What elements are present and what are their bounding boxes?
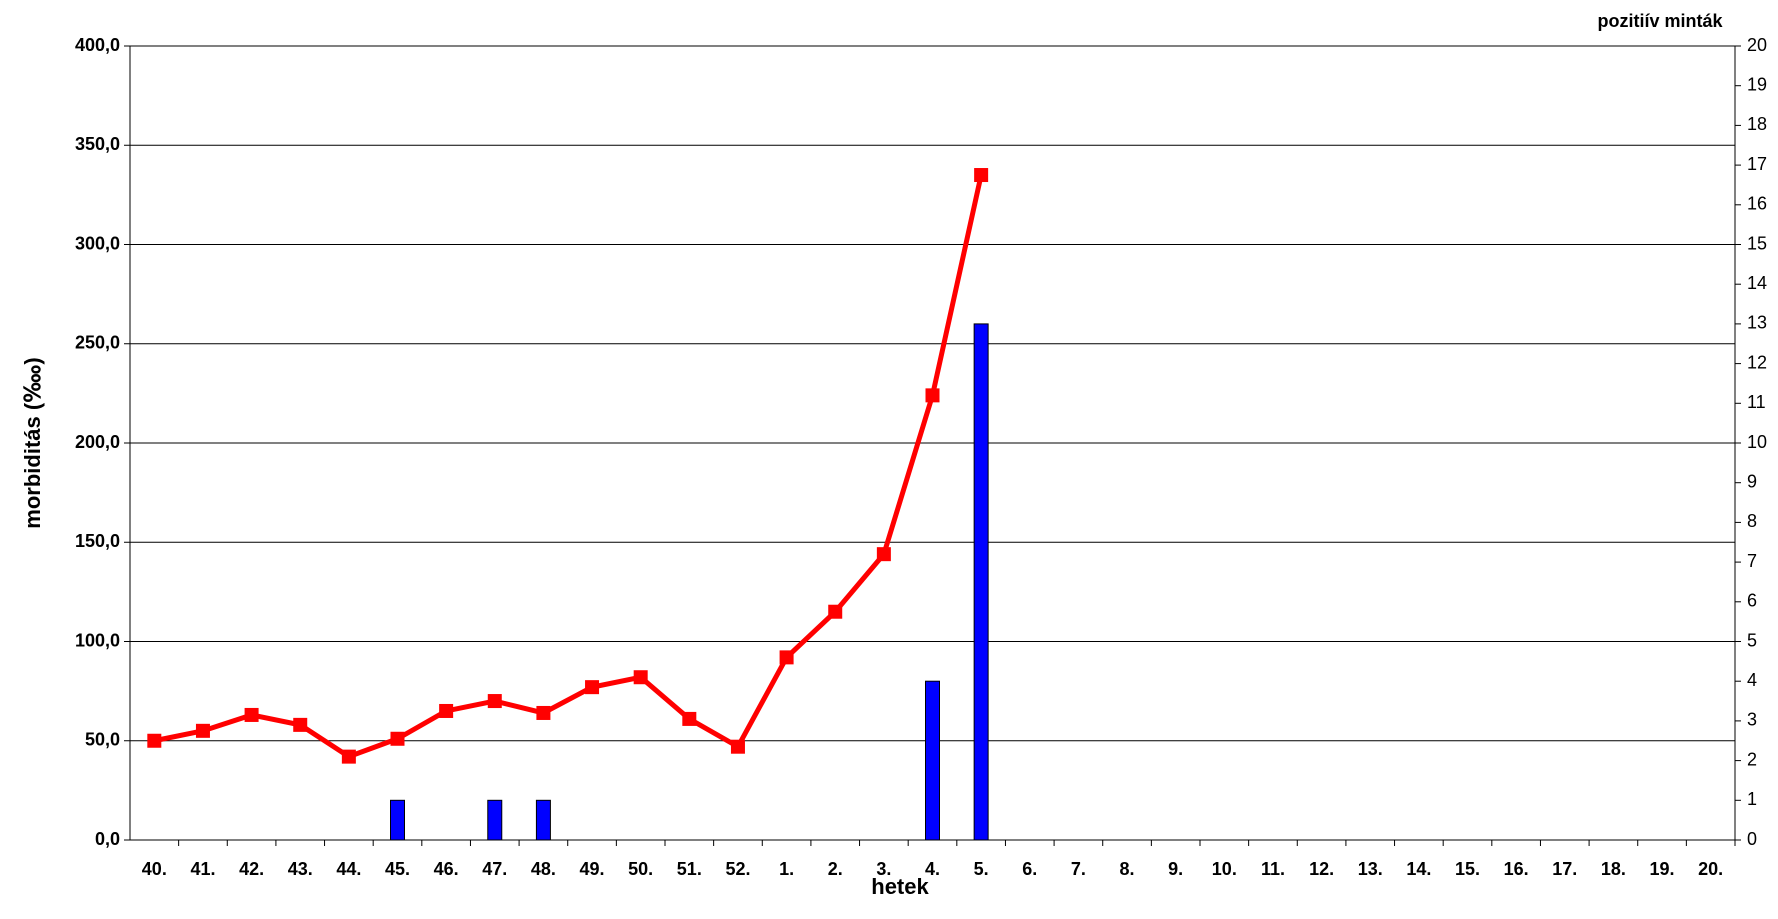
bar — [390, 799, 405, 841]
y2-tick-label: 3 — [1747, 710, 1757, 730]
y2-tick-label: 1 — [1747, 789, 1757, 809]
x-tick-label: 2. — [828, 859, 843, 879]
x-tick-label: 15. — [1455, 859, 1480, 879]
marker — [147, 733, 162, 748]
bar — [925, 680, 940, 841]
x-tick-label: 13. — [1358, 859, 1383, 879]
y-tick-label: 350,0 — [75, 134, 120, 154]
marker — [585, 680, 600, 695]
y2-tick-label: 16 — [1747, 194, 1767, 214]
y2-tick-label: 8 — [1747, 511, 1757, 531]
x-tick-label: 45. — [385, 859, 410, 879]
x-tick-label: 4. — [925, 859, 940, 879]
x-tick-label: 43. — [288, 859, 313, 879]
y2-tick-label: 4 — [1747, 670, 1757, 690]
x-tick-label: 46. — [434, 859, 459, 879]
y2-tick-label: 19 — [1747, 74, 1767, 94]
y2-axis-title: pozitiív minták — [1597, 11, 1723, 31]
x-tick-label: 3. — [876, 859, 891, 879]
x-tick-label: 12. — [1309, 859, 1334, 879]
y2-tick-label: 11 — [1747, 392, 1766, 412]
marker — [341, 749, 356, 764]
x-tick-label: 17. — [1552, 859, 1577, 879]
marker — [536, 705, 551, 720]
x-tick-label: 48. — [531, 859, 556, 879]
x-tick-label: 7. — [1071, 859, 1086, 879]
y2-tick-label: 14 — [1747, 273, 1767, 293]
x-tick-label: 44. — [336, 859, 361, 879]
x-tick-label: 16. — [1504, 859, 1529, 879]
y2-tick-label: 17 — [1747, 154, 1767, 174]
y2-tick-label: 18 — [1747, 114, 1767, 134]
marker — [439, 703, 454, 718]
marker — [633, 670, 648, 685]
y-tick-label: 300,0 — [75, 233, 120, 253]
x-tick-label: 42. — [239, 859, 264, 879]
x-tick-label: 47. — [482, 859, 507, 879]
x-tick-label: 9. — [1168, 859, 1183, 879]
marker — [244, 707, 259, 722]
x-tick-label: 41. — [190, 859, 215, 879]
marker — [876, 547, 891, 562]
y-axis-title: morbiditás (‱) — [20, 357, 45, 528]
y-tick-label: 400,0 — [75, 35, 120, 55]
y2-tick-label: 5 — [1747, 630, 1757, 650]
y2-tick-label: 6 — [1747, 591, 1757, 611]
y2-tick-label: 2 — [1747, 749, 1757, 769]
x-tick-label: 8. — [1120, 859, 1135, 879]
x-tick-label: 11. — [1261, 859, 1285, 879]
y-tick-label: 50,0 — [85, 730, 120, 750]
y-tick-label: 100,0 — [75, 630, 120, 650]
x-tick-label: 49. — [580, 859, 605, 879]
x-tick-label: 6. — [1022, 859, 1037, 879]
x-tick-label: 52. — [725, 859, 750, 879]
x-tick-label: 51. — [677, 859, 702, 879]
x-tick-label: 10. — [1212, 859, 1237, 879]
marker — [974, 168, 989, 183]
y2-tick-label: 12 — [1747, 352, 1767, 372]
marker — [682, 711, 697, 726]
y-tick-label: 200,0 — [75, 432, 120, 452]
x-tick-label: 18. — [1601, 859, 1626, 879]
marker — [487, 694, 502, 709]
y2-tick-label: 0 — [1747, 829, 1757, 849]
y-tick-label: 0,0 — [95, 829, 120, 849]
marker — [390, 731, 405, 746]
marker — [293, 717, 308, 732]
marker — [195, 723, 210, 738]
y-tick-label: 150,0 — [75, 531, 120, 551]
bar — [535, 799, 551, 841]
x-tick-label: 14. — [1406, 859, 1431, 879]
x-tick-label: 50. — [628, 859, 653, 879]
y2-tick-label: 10 — [1747, 432, 1767, 452]
bar — [487, 799, 503, 841]
marker — [925, 388, 940, 403]
x-tick-label: 20. — [1698, 859, 1723, 879]
y2-tick-label: 7 — [1747, 551, 1757, 571]
y2-tick-label: 20 — [1747, 35, 1767, 55]
x-tick-label: 40. — [142, 859, 167, 879]
x-tick-label: 1. — [779, 859, 794, 879]
marker — [828, 604, 843, 619]
x-axis-title: hetek — [871, 874, 929, 899]
y2-tick-label: 15 — [1747, 233, 1767, 253]
y-tick-label: 250,0 — [75, 333, 120, 353]
marker — [730, 739, 745, 754]
bar — [973, 323, 989, 841]
y2-tick-label: 9 — [1747, 471, 1757, 491]
marker — [779, 650, 794, 665]
x-tick-label: 5. — [974, 859, 989, 879]
y2-tick-label: 13 — [1747, 313, 1767, 333]
x-tick-label: 19. — [1650, 859, 1675, 879]
line — [153, 174, 984, 760]
